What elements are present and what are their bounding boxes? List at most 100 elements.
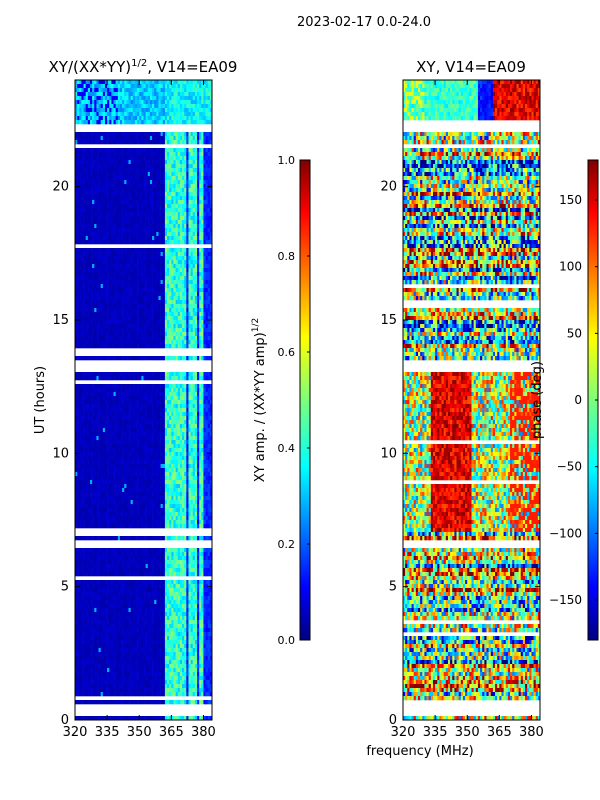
amplitude-cell [100,372,104,377]
amplitude-cell [186,228,189,233]
amplitude-cell [124,172,127,177]
amplitude-cell [104,396,108,401]
amplitude-cell [152,268,155,273]
amplitude-cell [115,180,119,185]
amplitude-cell [160,256,164,261]
amplitude-cell [179,408,183,413]
amplitude-cell [96,212,99,217]
amplitude-cell [81,160,84,165]
amplitude-cell [79,224,82,229]
amplitude-cell [149,424,153,429]
amplitude-cell [96,236,99,241]
amplitude-cell [111,424,114,429]
amplitude-cell [192,416,196,421]
amplitude-cell [167,136,170,141]
amplitude-cell [177,180,181,185]
amplitude-cell [85,424,89,429]
amplitude-cell [167,116,170,121]
amplitude-cell [117,92,121,97]
amplitude-cell [92,160,95,165]
amplitude-cell [117,112,121,117]
amplitude-cell [126,392,129,397]
amplitude-cell [85,264,89,269]
amplitude-cell [169,400,172,405]
amplitude-cell [192,388,196,393]
amplitude-cell [77,312,80,317]
amplitude-cell [192,284,196,289]
amplitude-cell [162,216,166,221]
amplitude-cell [175,252,179,257]
amplitude-cell [98,328,101,333]
amplitude-cell [188,80,191,85]
amplitude-cell [179,136,183,141]
amplitude-cell [203,332,206,337]
amplitude-cell [113,332,116,337]
amplitude-cell [75,412,78,417]
amplitude-cell [77,204,80,209]
amplitude-cell [85,240,89,245]
amplitude-cell [209,152,213,157]
amplitude-cell [119,324,123,329]
amplitude-cell [141,272,144,277]
amplitude-cell [169,420,172,425]
amplitude-cell [188,104,191,109]
amplitude-cell [201,184,204,189]
amplitude-cell [145,152,149,157]
amplitude-cell [100,116,104,121]
amplitude-cell [158,292,161,297]
amplitude-cell [149,108,153,113]
amplitude-cell [81,308,84,313]
amplitude-cell [171,232,174,237]
amplitude-cell [177,408,181,413]
amplitude-cell [164,408,168,413]
amplitude-cell [77,396,80,401]
amplitude-cell [192,140,196,145]
amplitude-cell [96,264,99,269]
amplitude-cell [190,112,194,117]
amplitude-cell [199,400,202,405]
amplitude-cell [139,268,142,273]
amplitude-cell [190,340,194,345]
amplitude-cell [115,304,119,309]
amplitude-cell [194,204,198,209]
amplitude-cell [77,252,80,257]
amplitude-cell [79,384,82,389]
amplitude-cell [100,388,104,393]
amplitude-cell [201,344,204,349]
amplitude-cell [194,384,198,389]
amplitude-cell [100,164,104,169]
amplitude-cell [152,384,155,389]
amplitude-cell [156,320,159,325]
amplitude-cell [207,180,211,185]
amplitude-cell [119,92,123,97]
amplitude-cell [177,320,181,325]
amplitude-cell [143,344,146,349]
amplitude-cell [145,216,149,221]
amplitude-cell [124,160,127,165]
amplitude-cell [175,272,179,277]
amplitude-cell [92,284,95,289]
amplitude-cell [77,180,80,185]
amplitude-cell [160,204,164,209]
amplitude-cell [83,324,86,329]
amplitude-cell [128,356,131,361]
amplitude-cell [147,140,151,145]
amplitude-cell [203,396,206,401]
amplitude-cell [117,400,121,405]
amplitude-cell [107,176,110,181]
amplitude-cell [156,412,159,417]
amplitude-cell [87,404,91,409]
amplitude-cell [149,104,153,109]
amplitude-cell [115,136,119,141]
amplitude-cell [134,372,138,377]
amplitude-cell [171,180,174,185]
amplitude-cell [111,168,114,173]
amplitude-cell [201,248,204,253]
amplitude-cell [203,316,206,321]
amplitude-cell [152,296,155,301]
amplitude-cell [83,180,86,185]
amplitude-cell [149,344,153,349]
amplitude-cell [107,356,110,361]
amplitude-cell [149,88,153,93]
amplitude-cell [184,224,187,229]
